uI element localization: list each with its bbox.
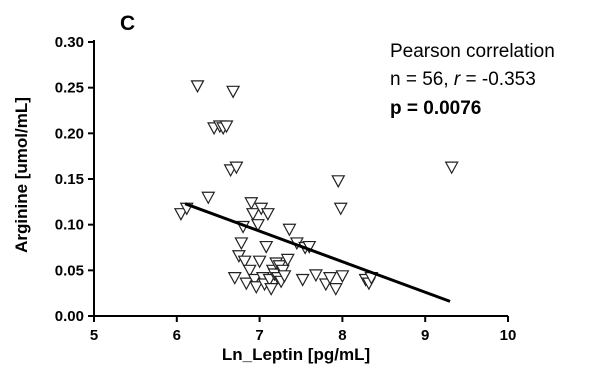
y-tick-label: 0.30 — [55, 34, 84, 51]
data-point — [249, 281, 264, 295]
data-points — [173, 80, 459, 296]
annotation-r-value: = -0.353 — [460, 69, 536, 90]
annotation-r-symbol: r — [454, 69, 461, 90]
x-tick-label: 7 — [255, 327, 263, 344]
statistics-annotation: Pearson correlation n = 56, r = -0.353 p… — [390, 41, 555, 119]
data-point — [173, 208, 188, 221]
data-point — [190, 80, 205, 94]
data-point — [237, 255, 252, 269]
annotation-n-r: n = 56, r = -0.353 — [390, 69, 536, 90]
data-point — [227, 272, 242, 285]
data-point — [259, 240, 274, 254]
data-point — [242, 264, 257, 278]
x-tick-label: 5 — [90, 327, 98, 344]
x-tick-label: 9 — [421, 327, 429, 344]
data-point — [219, 120, 234, 134]
x-tick-label: 6 — [173, 327, 181, 344]
x-tick-label: 10 — [500, 327, 517, 344]
data-point — [277, 270, 292, 284]
data-point — [247, 273, 262, 287]
panel-label: C — [120, 12, 135, 35]
y-axis-title: Arginine [umol/mL] — [12, 97, 31, 253]
data-point — [328, 283, 343, 296]
y-tick-label: 0.05 — [55, 262, 84, 279]
data-point — [280, 253, 295, 267]
y-tick-label: 0.10 — [55, 217, 84, 234]
data-point — [260, 208, 275, 221]
regression-line — [184, 202, 451, 303]
y-tick-label: 0.25 — [55, 80, 84, 97]
data-point — [234, 237, 249, 251]
data-point — [335, 270, 350, 284]
tick-labels: 0.00 0.05 0.10 0.15 0.20 0.25 0.30 5 6 7 8 9 10 — [55, 34, 517, 344]
x-tick-label: 8 — [338, 327, 346, 344]
data-point — [308, 269, 323, 283]
data-point — [444, 161, 459, 175]
data-point — [239, 277, 254, 291]
annotation-test-name: Pearson correlation — [390, 41, 555, 62]
data-point — [245, 208, 260, 221]
data-point — [226, 85, 241, 99]
data-point — [331, 175, 346, 189]
annotation-n: n = 56, — [390, 69, 454, 90]
annotation-p-value: p = 0.0076 — [390, 98, 481, 119]
x-axis-title: Ln_Leptin [pg/mL] — [222, 345, 370, 364]
y-tick-label: 0.00 — [55, 308, 84, 325]
data-point — [264, 283, 279, 296]
data-point — [282, 223, 297, 237]
data-point — [250, 219, 265, 232]
y-tick-label: 0.20 — [55, 125, 84, 142]
data-point — [295, 273, 310, 287]
regression-line-group — [184, 202, 451, 303]
data-point — [244, 197, 259, 210]
data-point — [229, 161, 244, 175]
data-point — [252, 255, 267, 269]
data-point — [201, 191, 216, 205]
data-point — [333, 202, 348, 216]
axes — [88, 40, 509, 322]
y-tick-label: 0.15 — [55, 171, 84, 188]
data-point — [322, 272, 337, 285]
